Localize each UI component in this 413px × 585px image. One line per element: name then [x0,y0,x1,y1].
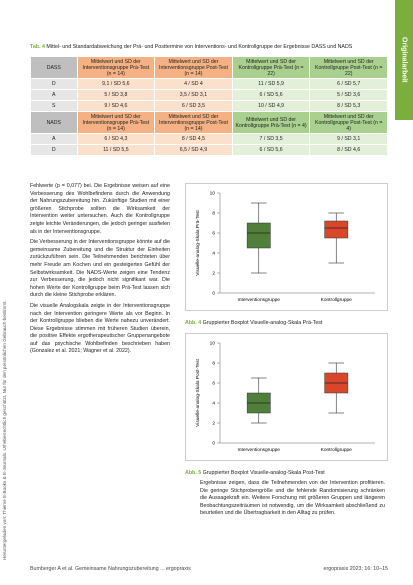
body-left: Fehlwerte (p = 0,077) bei. Die Ergebniss… [30,183,170,359]
y-tick-label: 8 [212,211,215,217]
y-tick-label: 4 [212,401,215,407]
y-tick-label: 8 [212,361,215,367]
y-tick-label: 0 [212,441,215,447]
y-tick-label: 6 [212,381,215,387]
header-cell: Mittelwert und SD der Interventionsgrupp… [154,111,233,134]
plot-frame [185,183,388,311]
cell: 9,1 / SD 5,6 [76,78,156,90]
cell: D [30,78,78,90]
figure-caption: Abb. 5 Gruppierter Boxplot Visuelle-anal… [185,470,388,476]
cell: 4 / SD 4 [154,78,233,90]
footer-right: ergopraxis 2023; 16: 10–15 [323,566,389,572]
cell: 11 / SD 5,9 [231,78,311,90]
cell: 5 / SD 3,6 [309,89,388,101]
x-tick-label: Kontrollgruppe [321,297,353,303]
header-row: NADS Mittelwert und SD der Interventionsg… [30,111,388,134]
x-tick-label: Interventionsgruppe [238,447,281,453]
y-tick-label: 6 [212,231,215,237]
figure-caption-text: Gruppierter Boxplot Visuelle-analog-Skal… [202,320,323,326]
header-cell: Mittelwert und SD der Interventionsgrupp… [154,56,233,79]
figure: Visuelle-analog-Skala Post-Test 0 2 4 6 8 10 In… [185,333,388,476]
header-cell: Mittelwert und SD der Interventionsgrupp… [76,111,156,134]
box [324,220,349,239]
figure-caption: Abb. 4 Gruppierter Boxplot Visuelle-anal… [185,320,388,326]
paragraph: Die visuelle Analogskala zeigte in der I… [30,302,170,355]
header-cell: NADS [30,111,78,134]
cell: S [30,100,78,112]
cell: 9 / SD 4,6 [76,100,156,112]
data-row: D 11 / SD 5,5 6,5 / SD 4,9 6 / SD 5,6 8 / SD… [30,144,388,156]
figure-caption-text: Gruppierter Boxplot Visuelle-analog-Skal… [202,470,325,476]
y-axis-label: Visuelle-analog-Skala Post-Test [195,359,201,427]
table-caption: Tab. 4 Mittel- und Standardabweichung de… [30,44,390,50]
cell: 9 / SD 3,1 [309,133,388,145]
cell: D [30,144,78,156]
y-tick-label: 10 [210,341,216,347]
plot-frame [185,333,388,461]
section-tab: Originalarbeit [395,0,413,120]
header-cell: DASS [30,56,78,79]
cell: 11 / SD 5,5 [76,144,156,156]
cell: 8 / SD 4,5 [154,133,233,145]
cell: 7 / SD 3,5 [231,133,311,145]
table-label: Tab. 4 [30,44,45,50]
cell: 10 / SD 4,9 [231,100,311,112]
boxplot: Visuelle-analog-Skala Prä-Test 0 2 4 6 8 10 Int… [185,183,388,311]
y-tick-label: 10 [210,191,216,197]
footer-left: Bumberger A et al. Gemeinsame Nahrungszu… [30,566,191,572]
results-table: DASS Mittelwert und SD der Interventionsg… [30,56,388,156]
cell: 6 / SD 4,3 [76,133,156,145]
header-cell: Mittelwert und SD der Kontrollgruppe Prä… [231,56,311,79]
box [246,222,271,249]
header-cell: Mittelwert und SD der Kontrollgruppe Pos… [309,56,388,79]
table-caption-text: Mittel- und Standardabweichung der Prä- … [46,44,353,50]
body-right: Ergebnisse zeigen, dass die Teilnehmende… [200,480,385,517]
cell: A [30,89,78,101]
data-row: D 9,1 / SD 5,6 4 / SD 4 11 / SD 5,9 6 / SD 5… [30,78,388,90]
sidebar-notice: Heruntergeladen von: Thieme E-Books & E-… [2,300,7,560]
y-tick-label: 0 [212,291,215,297]
cell: 6,5 / SD 4,9 [154,144,233,156]
cell: 8 / SD 5,3 [309,100,388,112]
boxplot: Visuelle-analog-Skala Post-Test 0 2 4 6 8 10 In… [185,333,388,461]
header-row: DASS Mittelwert und SD der Interventionsg… [30,56,388,79]
paragraph: Fehlwerte (p = 0,077) bei. Die Ergebniss… [30,183,170,235]
y-tick-label: 2 [212,271,215,277]
header-cell: Mittelwert und SD der Kontrollgruppe Pos… [309,111,388,134]
cell: 3,5 / SD 3,1 [154,89,233,101]
y-tick-label: 2 [212,421,215,427]
cell: A [30,133,78,145]
figure-label: Abb. 4 [185,320,202,326]
cell: 6 / SD 3,5 [154,100,233,112]
header-cell: Mittelwert und SD der Interventionsgrupp… [76,56,156,79]
cell: 5 / SD 3,8 [76,89,156,101]
y-tick-label: 4 [212,251,215,257]
figure: Visuelle-analog-Skala Prä-Test 0 2 4 6 8 10 Int… [185,183,388,326]
figure-label: Abb. 5 [185,470,202,476]
paragraph: Die Verbesserung in der Interventionsgru… [30,239,170,299]
x-tick-label: Interventionsgruppe [238,297,281,303]
x-tick-label: Kontrollgruppe [321,447,353,453]
y-axis-label: Visuelle-analog-Skala Prä-Test [195,210,201,276]
header-cell: Mittelwert und SD der Kontrollgruppe Prä… [231,111,311,134]
cell: 6 / SD 5,6 [231,144,311,156]
cell: 8 / SD 4,6 [309,144,388,156]
cell: 6 / SD 5,6 [231,89,311,101]
cell: 6 / SD 5,7 [309,78,388,90]
